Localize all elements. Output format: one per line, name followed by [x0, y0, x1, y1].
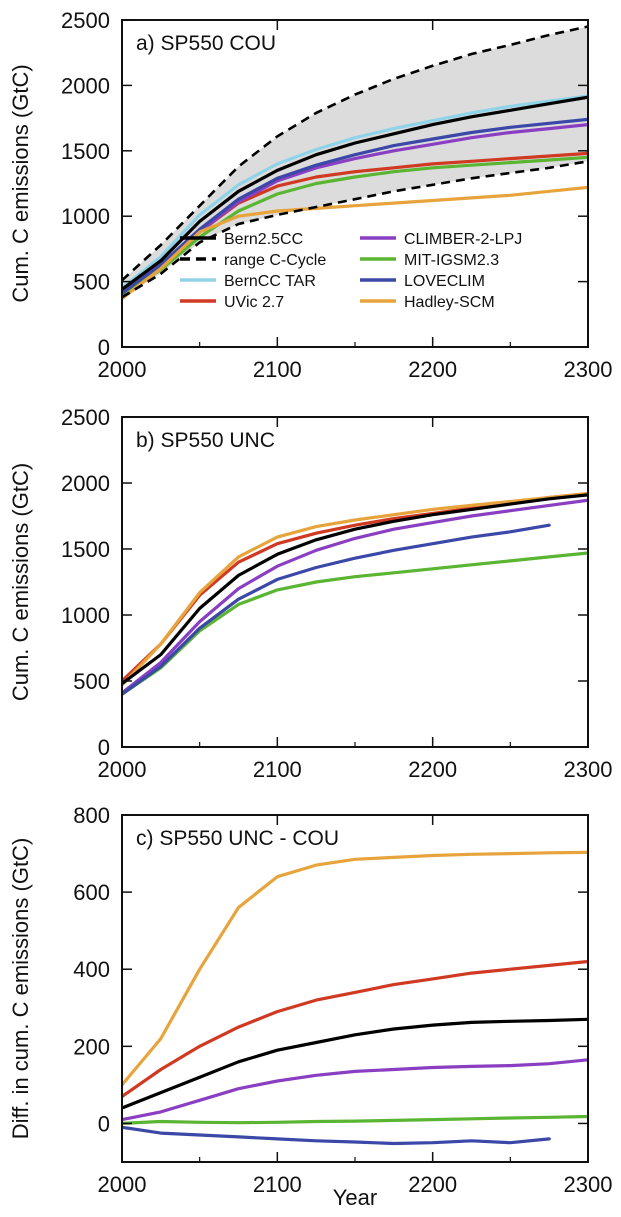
legend-label-mit-igsm2-3: MIT-IGSM2.3 [404, 252, 499, 269]
legend-label-uvic-2-7: UVic 2.7 [224, 294, 284, 311]
series-line-hadley-scm [122, 850, 588, 1087]
series-line-climber-2-lpj [122, 498, 588, 695]
panel-c: 2000 2100 2200 2300 0 200 400 600 800 c) SP550 U… [8, 803, 612, 1197]
y-tick-label: 800 [73, 803, 110, 828]
range-band [122, 26, 588, 298]
x-tick-label: 2300 [564, 757, 613, 782]
x-tick-label: 2000 [98, 357, 147, 382]
series-line-uvic-2-7 [122, 492, 588, 683]
series-line-climber-2-lpj [122, 1058, 588, 1122]
y-tick-label: 2000 [61, 73, 110, 98]
series-line-loveclim [122, 523, 551, 696]
y-tick-label: 1500 [61, 537, 110, 562]
legend-label-climber-2-lpj: CLIMBER-2-LPJ [404, 231, 522, 248]
x-tick-label: 2300 [564, 357, 613, 382]
y-tick-label: 0 [98, 335, 110, 360]
y-tick-label: 500 [73, 270, 110, 295]
series-line-loveclim [122, 1125, 551, 1146]
range-upper-line [122, 25, 588, 282]
x-axis-label: Year [333, 1185, 377, 1210]
panel-title: b) SP550 UNC [136, 429, 275, 452]
y-tick-label: 1500 [61, 139, 110, 164]
y-tick-label: 200 [73, 1034, 110, 1059]
y-axis-label: Diff. in cum. C emissions (GtC) [8, 838, 33, 1140]
series-line-hadley-scm [122, 185, 588, 301]
series-line-hadley-scm [122, 492, 588, 687]
legend-label-hadley-scm: Hadley-SCM [404, 294, 495, 311]
x-tick-label: 2100 [253, 757, 302, 782]
series-line-uvic-2-7 [122, 959, 588, 1099]
y-axis-label: Cum. C emissions (GtC) [8, 64, 33, 302]
series-line-bern2-5cc [122, 493, 588, 686]
y-tick-label: 1000 [61, 204, 110, 229]
x-tick-label: 2000 [98, 1172, 147, 1197]
panel-a: 2000 2100 2200 2300 0 500 1000 1500 2000 2500 a) … [8, 8, 612, 382]
x-tick-label: 2000 [98, 757, 147, 782]
legend-label-berncc-tar: BernCC TAR [224, 273, 316, 290]
y-tick-label: 2500 [61, 8, 110, 33]
y-tick-label: 400 [73, 957, 110, 982]
legend: Bern2.5CC range C-Cycle BernCC TAR UVic 2.7… [180, 231, 522, 311]
x-tick-label: 2100 [253, 357, 302, 382]
y-axis-label: Cum. C emissions (GtC) [8, 463, 33, 701]
panel-title: c) SP550 UNC - COU [136, 827, 339, 850]
x-tick-label: 2100 [253, 1172, 302, 1197]
x-tick-label: 2200 [408, 357, 457, 382]
x-tick-label: 2200 [408, 757, 457, 782]
x-tick-label: 2200 [408, 1172, 457, 1197]
series-line-bern2-5cc [122, 95, 588, 291]
y-tick-label: 0 [98, 735, 110, 760]
series-line-mit-igsm2-3 [122, 551, 588, 696]
series-line-berncc-tar [122, 94, 588, 290]
series-line-mit-igsm2-3 [122, 1114, 588, 1125]
panel-title: a) SP550 COU [136, 32, 276, 55]
series-line-loveclim [122, 117, 588, 295]
range-lower-line [122, 160, 588, 299]
legend-label-range-c-cycle: range C-Cycle [224, 252, 326, 269]
x-tick-label: 2300 [564, 1172, 613, 1197]
y-tick-label: 0 [98, 1111, 110, 1136]
panel-b: 2000 2100 2200 2300 0 500 1000 1500 2000 2500 b) … [8, 405, 612, 782]
legend-label-loveclim: LOVECLIM [404, 273, 485, 290]
y-tick-label: 1000 [61, 603, 110, 628]
y-tick-label: 2000 [61, 471, 110, 496]
y-tick-label: 2500 [61, 405, 110, 430]
y-tick-label: 600 [73, 880, 110, 905]
y-tick-label: 500 [73, 669, 110, 694]
series-line-bern2-5cc [122, 1017, 588, 1110]
legend-label-bern2-5cc: Bern2.5CC [224, 231, 303, 248]
